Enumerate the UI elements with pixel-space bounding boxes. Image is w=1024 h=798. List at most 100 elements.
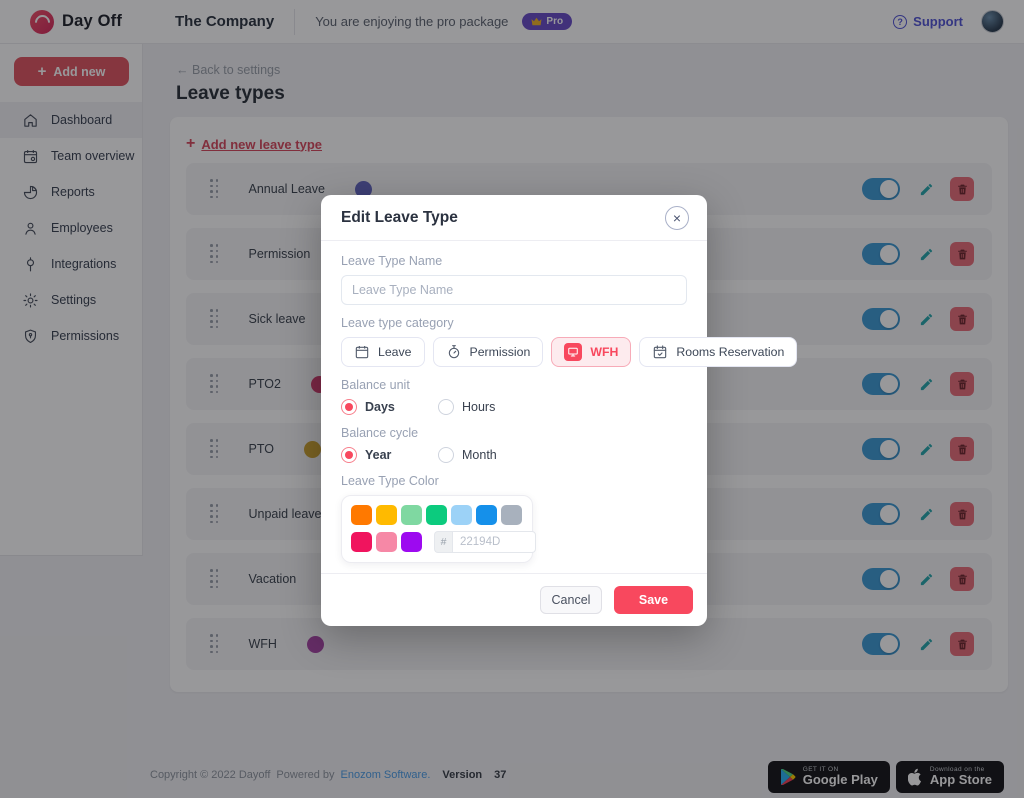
color-swatch[interactable] <box>376 532 397 552</box>
color-swatch[interactable] <box>476 505 497 525</box>
color-swatch[interactable] <box>426 505 447 525</box>
enabled-toggle[interactable] <box>862 438 900 460</box>
edit-button[interactable] <box>919 507 934 522</box>
delete-button[interactable] <box>950 242 974 266</box>
google-play-icon <box>780 769 796 785</box>
footer-text: Copyright © 2022 Dayoff Powered by Enozo… <box>150 769 506 781</box>
enabled-toggle[interactable] <box>862 568 900 590</box>
category-leave-button[interactable]: Leave <box>341 337 425 367</box>
user-icon <box>25 222 36 235</box>
trash-icon <box>957 574 967 584</box>
trash-icon <box>957 509 967 519</box>
color-swatch[interactable] <box>401 532 422 552</box>
add-new-button[interactable]: + Add new <box>14 57 129 86</box>
google-play-tagline: GET IT ON <box>802 765 839 773</box>
color-swatch[interactable] <box>451 505 472 525</box>
save-button[interactable]: Save <box>614 586 693 614</box>
dayoff-logo-icon <box>30 9 54 34</box>
delete-button[interactable] <box>950 632 974 656</box>
enabled-toggle[interactable] <box>862 308 900 330</box>
edit-button[interactable] <box>919 182 934 197</box>
sidebar-item-team-overview[interactable]: Team overview <box>0 138 142 174</box>
pencil-icon <box>920 638 933 650</box>
edit-button[interactable] <box>919 247 934 262</box>
edit-leave-type-modal: Edit Leave Type × Leave Type Name Leave … <box>321 195 798 626</box>
delete-button[interactable] <box>950 372 974 396</box>
color-swatch[interactable] <box>501 505 522 525</box>
sidebar-item-integrations[interactable]: Integrations <box>0 246 142 282</box>
app-logo[interactable]: Day Off <box>0 9 143 34</box>
sidebar-item-employees[interactable]: Employees <box>0 210 142 246</box>
leave-type-color-dot <box>306 635 324 653</box>
drag-handle-icon[interactable] <box>210 439 219 459</box>
add-leave-type-label: Add new leave type <box>201 136 322 152</box>
edit-button[interactable] <box>919 637 934 652</box>
radio-hours[interactable]: Hours <box>438 399 535 415</box>
color-swatch[interactable] <box>351 505 372 525</box>
sidebar-item-label: Settings <box>51 293 97 307</box>
color-swatch[interactable] <box>376 505 397 525</box>
close-icon[interactable]: × <box>665 206 689 230</box>
edit-button[interactable] <box>919 312 934 327</box>
sidebar-item-settings[interactable]: Settings <box>0 282 142 318</box>
color-swatch[interactable] <box>401 505 422 525</box>
home-icon <box>24 113 37 127</box>
enozom-link[interactable]: Enozom Software. <box>340 769 431 781</box>
drag-handle-icon[interactable] <box>210 309 219 329</box>
leave-type-row: WFH <box>186 618 992 670</box>
pencil-icon <box>920 573 933 585</box>
leave-type-name-input[interactable] <box>341 275 687 305</box>
back-to-settings-link[interactable]: ← Back to settings <box>176 63 280 77</box>
app-store-badge[interactable]: Download on the App Store <box>895 761 1004 793</box>
category-wfh-button[interactable]: WFH <box>551 337 632 367</box>
drag-handle-icon[interactable] <box>210 634 219 654</box>
user-avatar[interactable] <box>981 10 1004 33</box>
enabled-toggle[interactable] <box>862 373 900 395</box>
hex-color-input[interactable] <box>452 531 536 553</box>
add-new-leave-type-link[interactable]: + Add new leave type <box>186 135 322 153</box>
calendar-icon <box>355 346 369 359</box>
drag-handle-icon[interactable] <box>210 179 219 199</box>
delete-button[interactable] <box>950 502 974 526</box>
sidebar-item-dashboard[interactable]: Dashboard <box>0 102 142 138</box>
delete-button[interactable] <box>950 307 974 331</box>
pencil-icon <box>920 248 933 260</box>
support-button[interactable]: ? Support <box>893 14 963 29</box>
drag-handle-icon[interactable] <box>210 569 219 589</box>
radio-year[interactable]: Year <box>341 447 438 463</box>
delete-button[interactable] <box>950 437 974 461</box>
radio-days[interactable]: Days <box>341 399 438 415</box>
sidebar-item-reports[interactable]: Reports <box>0 174 142 210</box>
leave-type-color-dot <box>303 440 321 458</box>
package-message: You are enjoying the pro package <box>315 14 509 29</box>
enabled-toggle[interactable] <box>862 243 900 265</box>
modal-footer: Cancel Save <box>321 573 707 626</box>
radio-month[interactable]: Month <box>438 447 535 463</box>
cancel-button[interactable]: Cancel <box>540 586 602 614</box>
category-label: Permission <box>469 345 531 359</box>
top-header: Day Off The Company You are enjoying the… <box>0 0 1024 44</box>
sidebar-item-permissions[interactable]: Permissions <box>0 318 142 354</box>
edit-button[interactable] <box>919 572 934 587</box>
edit-button[interactable] <box>919 442 934 457</box>
radio-label: Days <box>365 400 395 414</box>
enabled-toggle[interactable] <box>862 178 900 200</box>
leave-type-name: PTO2 <box>248 377 281 391</box>
google-play-badge[interactable]: GET IT ON Google Play <box>767 761 890 793</box>
drag-handle-icon[interactable] <box>210 374 219 394</box>
delete-button[interactable] <box>950 177 974 201</box>
modal-header: Edit Leave Type × <box>321 195 707 241</box>
drag-handle-icon[interactable] <box>210 504 219 524</box>
balance-cycle-options: Year Month <box>341 447 687 463</box>
color-swatch[interactable] <box>351 532 372 552</box>
category-permission-button[interactable]: Permission <box>432 337 544 367</box>
category-rooms-reservation-button[interactable]: Rooms Reservation <box>639 337 798 367</box>
drag-handle-icon[interactable] <box>210 244 219 264</box>
monitor-icon <box>564 343 583 361</box>
delete-button[interactable] <box>950 567 974 591</box>
enabled-toggle[interactable] <box>862 503 900 525</box>
header-divider <box>294 8 296 35</box>
enabled-toggle[interactable] <box>862 633 900 655</box>
copyright-text: Copyright © 2022 Dayoff <box>150 769 271 781</box>
edit-button[interactable] <box>919 377 934 392</box>
